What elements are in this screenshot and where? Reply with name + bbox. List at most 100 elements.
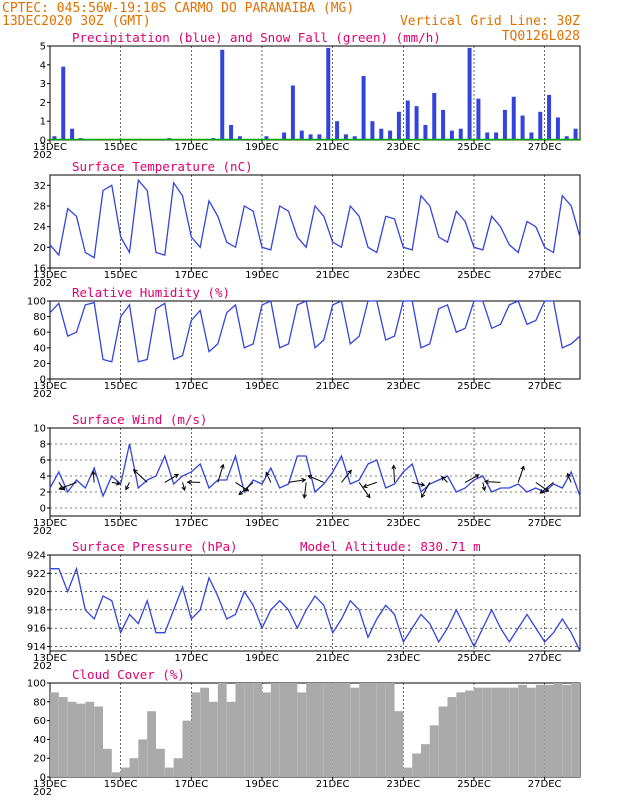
wind-arrow bbox=[441, 476, 448, 483]
x-tick-label: 15DEC bbox=[104, 142, 138, 153]
header-grid-line: Vertical Grid Line: 30Z bbox=[400, 14, 580, 29]
cloud-area-segment bbox=[226, 701, 236, 777]
cloud-area-segment bbox=[544, 684, 554, 777]
precip-bar bbox=[476, 98, 481, 140]
wind-arrow-head bbox=[186, 479, 192, 485]
cloud-area-segment bbox=[288, 683, 298, 777]
cloud-area-segment bbox=[235, 683, 245, 777]
x-tick-label: 21DEC bbox=[316, 779, 350, 790]
wind-arrow bbox=[464, 474, 479, 483]
wind-arrow bbox=[358, 482, 371, 498]
cloud-area-segment bbox=[244, 683, 254, 777]
x-tick-label: 25DEC bbox=[457, 270, 491, 281]
y-tick-label: 20 bbox=[33, 243, 46, 254]
wind-arrow bbox=[535, 481, 549, 492]
cloud-area-segment bbox=[412, 753, 421, 777]
cloud-area-segment bbox=[359, 683, 368, 777]
wind-arrow bbox=[421, 482, 431, 498]
y-tick-label: 20 bbox=[33, 359, 46, 370]
x-tick-label: 23DEC bbox=[386, 270, 420, 281]
wind-arrow-head bbox=[91, 470, 96, 476]
x-tick-label: 19DEC bbox=[245, 381, 279, 392]
panel-title: Precipitation (blue) and Snow Fall (gree… bbox=[72, 30, 441, 45]
cloud-area-segment bbox=[50, 692, 59, 777]
wind-arrow-head bbox=[265, 471, 270, 477]
x-tick-label: 13DEC bbox=[33, 779, 67, 790]
y-tick-label: 916 bbox=[27, 624, 46, 635]
press-line bbox=[50, 566, 581, 652]
panel-frame bbox=[49, 300, 581, 380]
wind-arrow-head bbox=[483, 479, 489, 485]
cloud-area-segment bbox=[58, 697, 68, 777]
precip-bar bbox=[511, 96, 516, 140]
panels: 13DEC 15DEC 17DEC 19DEC 21DEC 23DEC 25DEC 27DEC… bbox=[27, 30, 581, 798]
precip-bar bbox=[299, 130, 304, 140]
cloud-area-segment bbox=[217, 683, 227, 777]
wind-arrow bbox=[235, 481, 249, 492]
precip-bar bbox=[458, 128, 463, 140]
wind-arrow bbox=[303, 482, 307, 498]
cloud-area-segment bbox=[315, 683, 324, 777]
panel-frame bbox=[49, 427, 581, 517]
wind-arrow-head bbox=[174, 473, 180, 479]
precip-bar bbox=[538, 111, 543, 140]
cloud-area-segment bbox=[270, 683, 280, 777]
y-tick-label: 8 bbox=[40, 440, 46, 451]
wind-arrow bbox=[482, 482, 486, 491]
precip-bar bbox=[485, 132, 490, 140]
cloud-area-segment bbox=[474, 687, 483, 777]
x-tick-label: 19DEC bbox=[245, 653, 279, 664]
precip-bar bbox=[432, 93, 437, 140]
wind-arrow-head bbox=[362, 483, 368, 489]
precip-bar bbox=[564, 136, 569, 140]
x-tick-label: 13DEC bbox=[33, 518, 67, 529]
x-tick-label: 15DEC bbox=[104, 653, 138, 664]
cloud-area-segment bbox=[279, 683, 289, 777]
x-under-label: 202 bbox=[33, 150, 52, 161]
wind-arrow bbox=[566, 473, 572, 483]
y-tick-label: 920 bbox=[27, 587, 46, 598]
x-under-label: 202 bbox=[33, 389, 52, 400]
precip-bar bbox=[573, 128, 578, 140]
y-tick-label: 40 bbox=[33, 735, 46, 746]
y-tick-label: 0 bbox=[40, 773, 46, 784]
wind-arrow bbox=[393, 465, 395, 483]
precip-bar bbox=[343, 134, 348, 140]
cloud-area-segment bbox=[571, 683, 580, 777]
precip-bar bbox=[317, 134, 322, 140]
y-tick-label: 32 bbox=[33, 181, 46, 192]
cloud-area-segment bbox=[350, 687, 360, 777]
cloud-area-segment bbox=[120, 767, 130, 777]
wind-arrow-head bbox=[244, 487, 250, 492]
wind-arrow bbox=[133, 469, 148, 483]
cloud-area-segment bbox=[562, 684, 572, 777]
panel-frame bbox=[49, 554, 581, 652]
cloud-area-segment bbox=[164, 767, 174, 777]
x-tick-label: 23DEC bbox=[386, 381, 420, 392]
precip-bar bbox=[308, 134, 313, 140]
cloud-area-segment bbox=[262, 692, 271, 777]
wind-arrow-head bbox=[421, 493, 426, 499]
wind-arrow bbox=[217, 464, 224, 483]
precip-bar bbox=[520, 115, 525, 140]
cloud-area-segment bbox=[129, 758, 139, 777]
precip-bar bbox=[52, 136, 57, 140]
x-under-label: 202 bbox=[33, 278, 52, 289]
wind-arrow-head bbox=[125, 485, 130, 491]
header-model: TQ0126L028 bbox=[502, 29, 580, 44]
x-tick-label: 17DEC bbox=[174, 142, 208, 153]
cloud-area-segment bbox=[509, 687, 519, 777]
y-tick-label: 40 bbox=[33, 343, 46, 354]
precip-bar bbox=[335, 121, 340, 140]
wind-arrow-head bbox=[132, 469, 138, 474]
panel-press: 13DEC 15DEC 17DEC 19DEC 21DEC 23DEC 25DEC 27DEC… bbox=[27, 539, 581, 672]
x-tick-label: 19DEC bbox=[245, 270, 279, 281]
cloud-area-segment bbox=[368, 683, 377, 777]
y-tick-label: 100 bbox=[27, 297, 46, 308]
cloud-area-segment bbox=[297, 692, 307, 777]
cloud-area-segment bbox=[447, 697, 457, 777]
cloud-area-segment bbox=[253, 683, 262, 777]
panel-precip: 13DEC 15DEC 17DEC 19DEC 21DEC 23DEC 25DEC 27DEC… bbox=[33, 30, 581, 161]
y-tick-label: 10 bbox=[33, 424, 46, 435]
wind-arrow bbox=[288, 479, 306, 483]
